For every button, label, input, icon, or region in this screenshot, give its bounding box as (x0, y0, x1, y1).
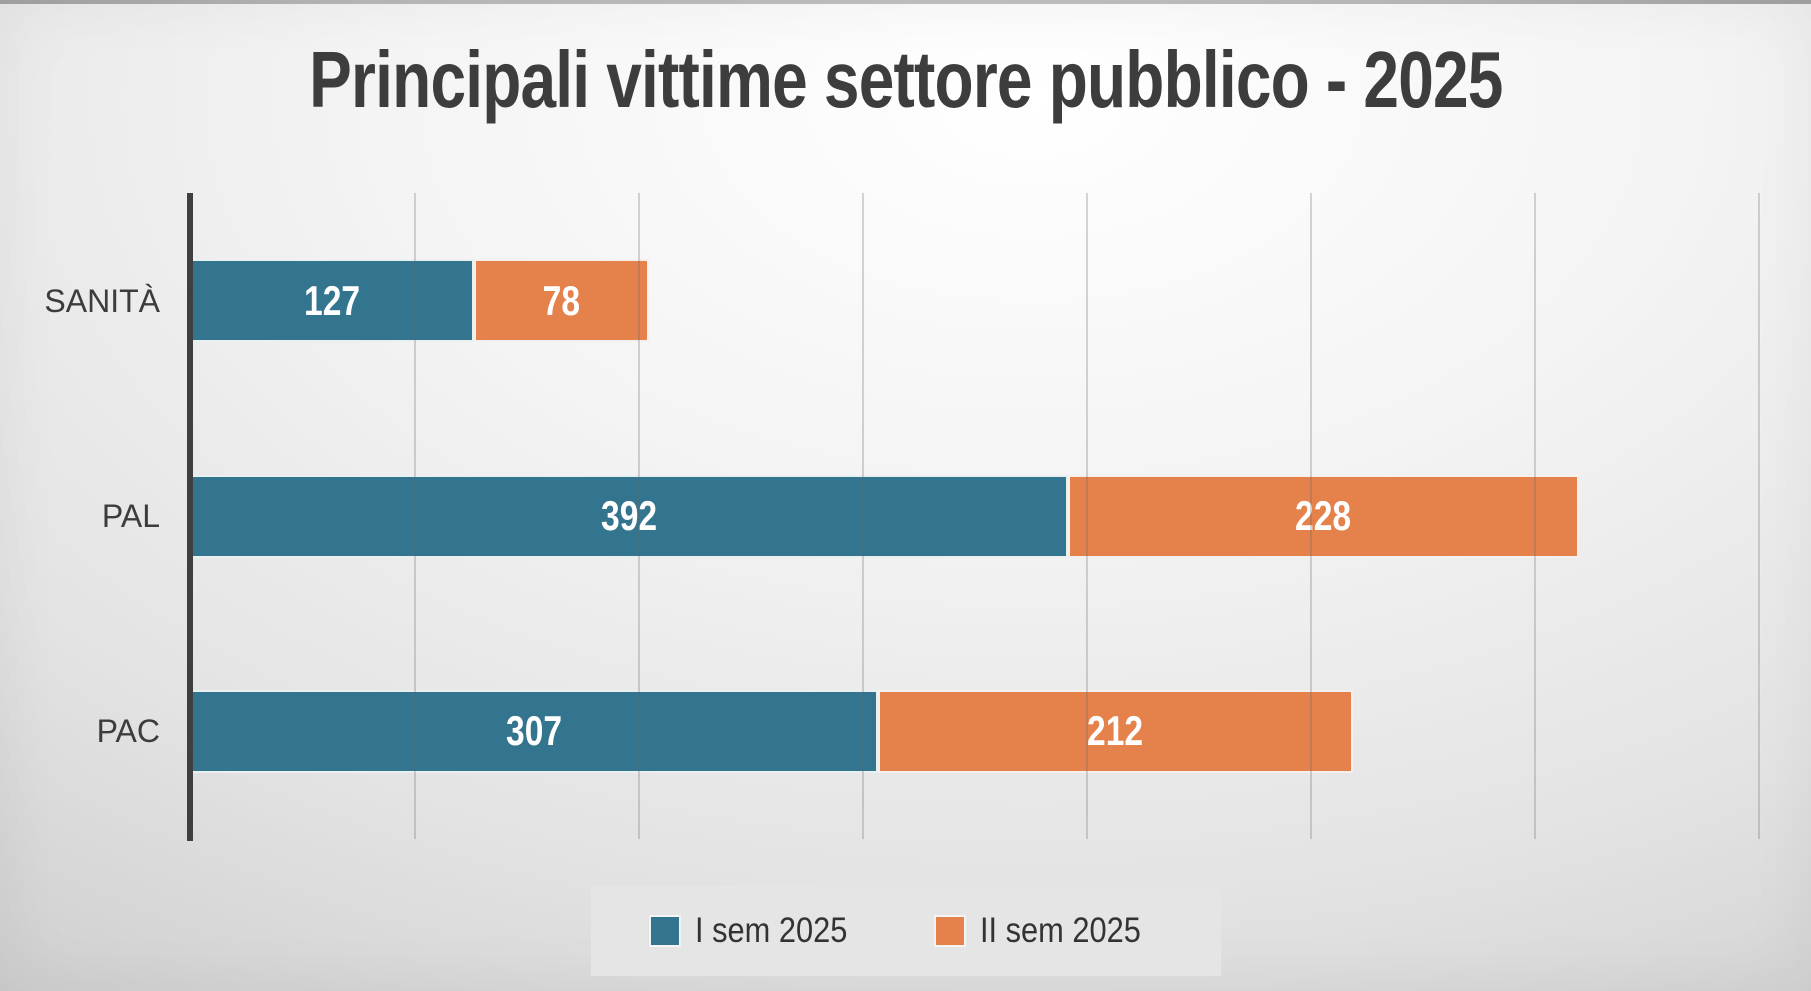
bar-segment-pac-sem2: 212 (877, 689, 1353, 773)
bar-row-sanità: 127 78 (190, 259, 1758, 343)
plot-area: 127 78 392 228 307 212 (190, 193, 1760, 839)
legend-label-sem1: I sem 2025 (694, 911, 847, 950)
legend-label-sem2: II sem 2025 (979, 911, 1141, 950)
category-label-pac: PAC (96, 713, 160, 750)
category-axis-labels: SANITÀ PAL PAC (0, 193, 160, 839)
bar-value-label: 78 (543, 276, 581, 324)
bar-value-label: 212 (1087, 707, 1144, 755)
gridline-200 (638, 193, 640, 839)
category-label-sanità: SANITÀ (44, 282, 160, 319)
gridline-300 (862, 193, 864, 839)
bar-row-pal: 392 228 (190, 474, 1758, 558)
bar-value-label: 228 (1295, 492, 1352, 539)
gridline-700 (1758, 193, 1760, 839)
legend: I sem 2025 II sem 2025 (590, 886, 1221, 976)
category-label-pal: PAL (101, 498, 160, 534)
legend-item-sem1: I sem 2025 (648, 911, 867, 951)
chart-title: Principali vittime settore pubblico - 20… (0, 30, 1811, 130)
bar-segment-sanità-sem1: 127 (190, 259, 475, 343)
bar-segment-sanità-sem2: 78 (474, 259, 650, 343)
bar-segment-pal-sem1: 392 (190, 474, 1069, 558)
gridline-100 (414, 193, 416, 839)
bar-row-pac: 307 212 (190, 689, 1758, 773)
gridline-500 (1310, 193, 1312, 839)
chart-title-text: Principali vittime settore pubblico - 20… (308, 35, 1503, 124)
legend-swatch-sem2-icon (933, 915, 966, 947)
gridline-600 (1534, 193, 1536, 839)
bar-value-label: 127 (304, 276, 361, 324)
bar-segment-pal-sem2: 228 (1068, 474, 1579, 558)
slide-top-edge (0, 0, 1811, 4)
gridline-400 (1086, 193, 1088, 839)
bar-segment-pac-sem1: 307 (190, 689, 878, 773)
bar-value-label: 392 (601, 492, 658, 539)
legend-item-sem2: II sem 2025 (933, 911, 1163, 951)
legend-swatch-sem1-icon (648, 915, 681, 947)
y-axis-line (187, 193, 193, 841)
bar-value-label: 307 (505, 707, 562, 755)
